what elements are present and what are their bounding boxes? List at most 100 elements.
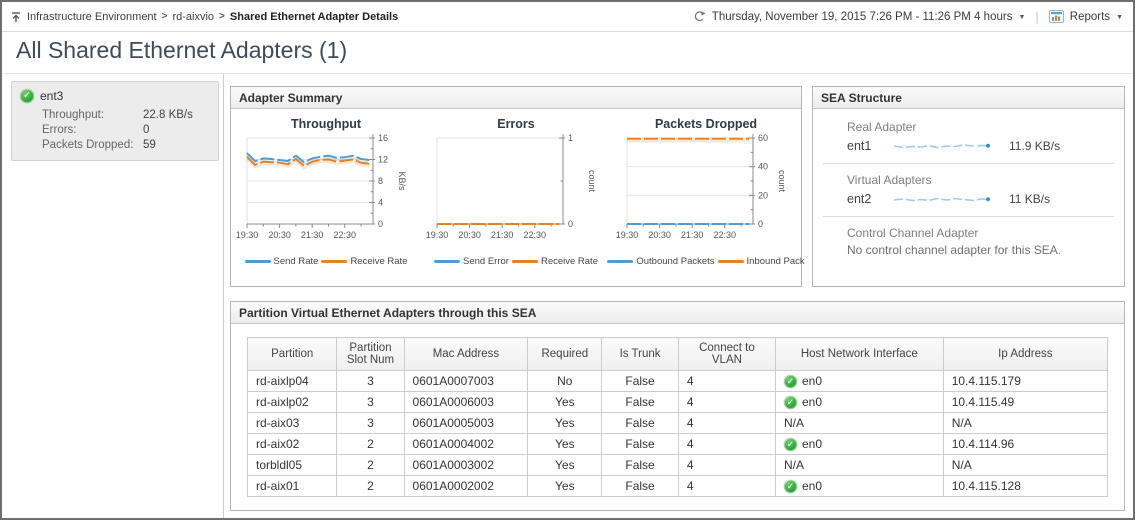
table-row[interactable]: torbldl05 2 0601A0003002 Yes False 4 N/A N/A	[246, 454, 1109, 476]
reports-icon	[1048, 10, 1064, 23]
errors-chart-plot: 0 1 19:30 20:30 21:30 22:30 count	[426, 133, 597, 240]
ip-address-cell: 10.4.115.128	[942, 475, 1109, 497]
mac-cell: 0601A0002002	[403, 475, 529, 497]
column-header[interactable]: Partition	[246, 337, 338, 371]
adapter-tile-ent3[interactable]: ✓ ent3 Throughput: 22.8 KB/s Errors: 0 Packe…	[11, 81, 219, 161]
table-row[interactable]: rd-aixlp04 3 0601A0007003 No False 4 ✓ en0 10.4.…	[246, 370, 1109, 392]
chart-legend: Send Error Receive Rate	[423, 256, 609, 267]
legend-label: Outbound Packets	[636, 256, 715, 267]
partition-cell: torbldl05	[246, 454, 338, 476]
column-header[interactable]: Required	[527, 337, 603, 371]
content-area: Adapter Summary Throughput 0 4 8 12 16 19:30 2…	[224, 74, 1133, 518]
reports-menu[interactable]: Reports	[1069, 10, 1111, 23]
real-adapter-section: Real Adapter ent1 11.9 KB/s	[823, 111, 1114, 164]
column-header[interactable]: Is Trunk	[601, 337, 679, 371]
column-header[interactable]: Host Network Interface	[775, 337, 944, 371]
table-row[interactable]: rd-aix01 2 0601A0002002 Yes False 4 ✓ en0 10.4.1…	[246, 475, 1109, 497]
receive-rate-swatch	[321, 260, 348, 263]
ip-address-cell: N/A	[942, 412, 1109, 434]
partition-cell: rd-aix03	[246, 412, 338, 434]
svg-text:22:30: 22:30	[523, 230, 546, 240]
title-bar: All Shared Ethernet Adapters (1)	[2, 32, 1133, 74]
required-cell: No	[527, 370, 603, 392]
table-row[interactable]: rd-aix02 2 0601A0004002 Yes False 4 ✓ en0 10.4.1…	[246, 433, 1109, 455]
host-interface-cell: ✓ en0	[775, 370, 944, 392]
control-channel-label: Control Channel Adapter	[847, 226, 979, 240]
reports-caret-icon[interactable]: ▼	[1116, 14, 1123, 21]
send-error-swatch	[434, 260, 461, 263]
svg-text:count: count	[587, 170, 597, 193]
partition-cell: rd-aix02	[246, 433, 338, 455]
vlan-cell: 4	[677, 475, 777, 497]
required-cell: Yes	[527, 433, 603, 455]
receive-error-swatch	[511, 260, 538, 263]
svg-text:21:30: 21:30	[491, 230, 514, 240]
status-ok-icon: ✓	[784, 479, 797, 493]
virtual-adapters-section: Virtual Adapters ent2 11 KB/s	[823, 164, 1114, 217]
virtual-adapter-name[interactable]: ent2	[847, 192, 872, 206]
host-interface-name: en0	[802, 479, 823, 493]
control-channel-section: Control Channel Adapter No control chann…	[823, 217, 1114, 266]
svg-text:4: 4	[378, 198, 383, 208]
breadcrumb-separator: >	[219, 11, 225, 22]
partition-table-title: Partition Virtual Ethernet Adapters thro…	[231, 302, 1124, 324]
table-row[interactable]: rd-aixlp02 3 0601A0006003 Yes False 4 ✓ en0 10.4…	[246, 391, 1109, 413]
breadcrumb-item-rd-aixvio[interactable]: rd-aixvio	[172, 10, 215, 23]
packets-dropped-chart: Packets Dropped 0 20 40 60 19:30 20:30 21:30 22…	[607, 112, 805, 267]
is-trunk-cell: False	[601, 433, 679, 455]
vlan-cell: 4	[677, 370, 777, 392]
host-interface-cell: N/A	[775, 454, 944, 476]
is-trunk-cell: False	[601, 454, 679, 476]
column-header[interactable]: Partition Slot Num	[336, 337, 405, 371]
chart-legend: Send Rate Receive Rate	[233, 256, 419, 267]
vlan-cell: 4	[677, 433, 777, 455]
mac-cell: 0601A0004002	[403, 433, 529, 455]
breadcrumb-item-infrastructure-environment[interactable]: Infrastructure Environment	[27, 10, 157, 23]
svg-text:19:30: 19:30	[426, 230, 449, 240]
table-row[interactable]: rd-aix03 3 0601A0005003 Yes False 4 N/A N/A	[246, 412, 1109, 434]
partition-cell: rd-aixlp02	[246, 391, 338, 413]
required-cell: Yes	[527, 412, 603, 434]
mac-cell: 0601A0006003	[403, 391, 529, 413]
charts-row: Throughput 0 4 8 12 16 19:30 20:30 21:30 22:30 KB…	[231, 109, 805, 267]
host-interface-cell: ✓ en0	[775, 433, 944, 455]
metric-label: Errors:	[42, 124, 77, 136]
svg-text:21:30: 21:30	[301, 230, 324, 240]
throughput-chart-plot: 0 4 8 12 16 19:30 20:30 21:30 22:30 KB/s	[236, 133, 407, 240]
errors-chart: Errors 0 1 19:30 20:30 21:30 22:30 count Send …	[423, 112, 609, 267]
partition-table-body: rd-aixlp04 3 0601A0007003 No False 4 ✓ en0 10.4.…	[246, 370, 1109, 497]
svg-text:8: 8	[378, 176, 383, 186]
tile-metric-row: Packets Dropped: 59	[42, 139, 210, 151]
adapter-tile-header: ✓ ent3	[20, 89, 210, 103]
svg-text:0: 0	[568, 219, 573, 229]
slot-cell: 3	[336, 370, 405, 392]
svg-text:0: 0	[758, 219, 763, 229]
host-interface-cell: ✓ en0	[775, 391, 944, 413]
ip-address-cell: N/A	[942, 454, 1109, 476]
svg-text:count: count	[777, 170, 787, 193]
svg-text:0: 0	[378, 219, 383, 229]
vlan-cell: 4	[677, 454, 777, 476]
column-header[interactable]: Connect to VLAN	[677, 337, 777, 371]
time-range-icon	[694, 11, 706, 22]
legend-label: Inbound Pack	[746, 256, 805, 267]
metric-value: 59	[143, 139, 156, 151]
legend-label: Send Rate	[273, 256, 319, 267]
ip-address-cell: 10.4.115.179	[942, 370, 1109, 392]
host-interface-name: en0	[802, 437, 823, 451]
is-trunk-cell: False	[601, 391, 679, 413]
time-range-selector[interactable]: Thursday, November 19, 2015 7:26 PM - 11…	[711, 10, 1013, 23]
breadcrumb: Infrastructure Environment > rd-aixvio >…	[10, 11, 398, 23]
real-adapter-name[interactable]: ent1	[847, 139, 872, 153]
time-range-caret-icon[interactable]: ▼	[1018, 14, 1026, 21]
column-header[interactable]: Ip Address	[942, 337, 1109, 371]
svg-text:16: 16	[378, 133, 388, 143]
real-adapter-rate: 11.9 KB/s	[1009, 139, 1061, 153]
page-title: All Shared Ethernet Adapters (1)	[16, 37, 348, 63]
svg-text:19:30: 19:30	[616, 230, 639, 240]
column-header[interactable]: Mac Address	[403, 337, 529, 371]
up-level-icon[interactable]	[10, 11, 22, 23]
metric-label: Throughput:	[42, 109, 105, 121]
tile-metric-row: Errors: 0	[42, 124, 210, 136]
